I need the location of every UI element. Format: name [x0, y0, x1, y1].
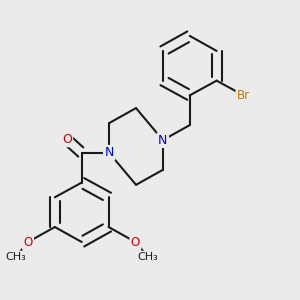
Text: O: O [131, 236, 140, 248]
Text: N: N [104, 146, 114, 159]
Text: Br: Br [237, 89, 250, 102]
Text: O: O [23, 236, 33, 248]
Text: CH₃: CH₃ [5, 252, 26, 262]
Text: O: O [62, 133, 72, 146]
Text: N: N [158, 134, 168, 147]
Text: CH₃: CH₃ [138, 252, 159, 262]
